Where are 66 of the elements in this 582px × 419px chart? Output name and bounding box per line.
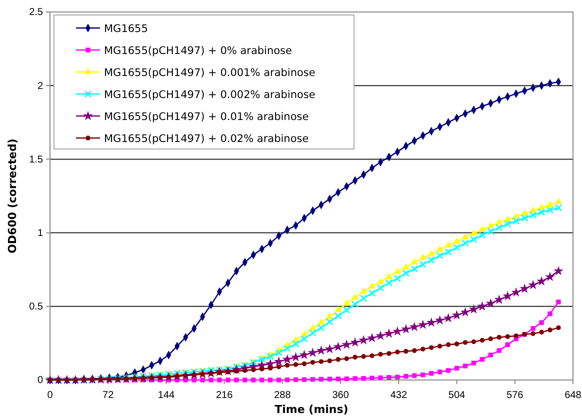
x-tick-label: 360 bbox=[332, 390, 350, 401]
point bbox=[284, 378, 290, 382]
legend-label: MG1655(pCH1497) + 0% arabinose bbox=[104, 45, 292, 57]
point bbox=[192, 378, 196, 382]
y-tick-label: 1.5 bbox=[29, 154, 44, 166]
point bbox=[260, 378, 264, 382]
point bbox=[327, 376, 332, 382]
y-tick-label: 2.5 bbox=[29, 7, 44, 18]
point bbox=[352, 376, 358, 381]
point bbox=[548, 311, 552, 316]
y-axis-title: OD600 (corrected) bbox=[6, 138, 19, 254]
legend-label: MG1655(pCH1497) + 0.001% arabinose bbox=[104, 67, 316, 79]
point bbox=[454, 366, 460, 371]
x-tick-label: 648 bbox=[564, 390, 582, 401]
point bbox=[234, 378, 239, 382]
point bbox=[446, 368, 451, 373]
point bbox=[480, 357, 485, 362]
legend-label: MG1655(pCH1497) + 0.01% arabinose bbox=[104, 111, 309, 123]
point bbox=[496, 348, 502, 353]
point bbox=[226, 378, 230, 382]
point bbox=[208, 378, 214, 382]
point bbox=[462, 364, 468, 368]
point bbox=[429, 371, 434, 376]
point bbox=[556, 300, 561, 304]
point bbox=[293, 377, 298, 382]
point bbox=[318, 376, 324, 382]
point bbox=[276, 378, 282, 382]
legend-label: MG1655(pCH1497) + 0.002% arabinose bbox=[104, 89, 316, 101]
point bbox=[437, 370, 442, 374]
point bbox=[268, 378, 273, 382]
x-tick-label: 144 bbox=[158, 390, 175, 401]
y-tick-label: 0 bbox=[37, 375, 44, 386]
x-tick-label: 288 bbox=[274, 390, 292, 401]
point bbox=[251, 378, 256, 382]
point bbox=[378, 375, 383, 380]
x-tick-label: 72 bbox=[102, 390, 114, 401]
x-tick-label: 432 bbox=[390, 390, 408, 401]
x-tick-label: 0 bbox=[47, 390, 54, 401]
point bbox=[471, 360, 476, 366]
point bbox=[404, 374, 408, 379]
x-tick-label: 504 bbox=[448, 390, 466, 401]
x-tick-label: 216 bbox=[216, 390, 234, 401]
point bbox=[370, 376, 374, 380]
point bbox=[310, 377, 316, 382]
point bbox=[505, 342, 510, 348]
point bbox=[488, 352, 494, 358]
y-tick-label: 2 bbox=[37, 80, 44, 92]
y-tick-label: 1 bbox=[37, 228, 44, 239]
point bbox=[386, 375, 392, 380]
point bbox=[361, 376, 366, 381]
point bbox=[420, 372, 426, 378]
x-axis-title: Time (mins) bbox=[274, 403, 348, 416]
point bbox=[200, 378, 205, 382]
point bbox=[336, 376, 340, 382]
point bbox=[344, 376, 349, 382]
point bbox=[242, 378, 248, 382]
y-tick-label: 0.5 bbox=[29, 302, 44, 313]
x-tick-label: 576 bbox=[506, 390, 524, 401]
point bbox=[302, 377, 307, 382]
point bbox=[539, 320, 544, 325]
point bbox=[530, 326, 536, 331]
legend-label: MG1655 bbox=[104, 23, 148, 35]
point bbox=[412, 373, 417, 378]
point bbox=[395, 374, 400, 380]
legend-label: MG1655(pCH1497) + 0.02% arabinose bbox=[104, 133, 309, 145]
point bbox=[217, 378, 222, 382]
